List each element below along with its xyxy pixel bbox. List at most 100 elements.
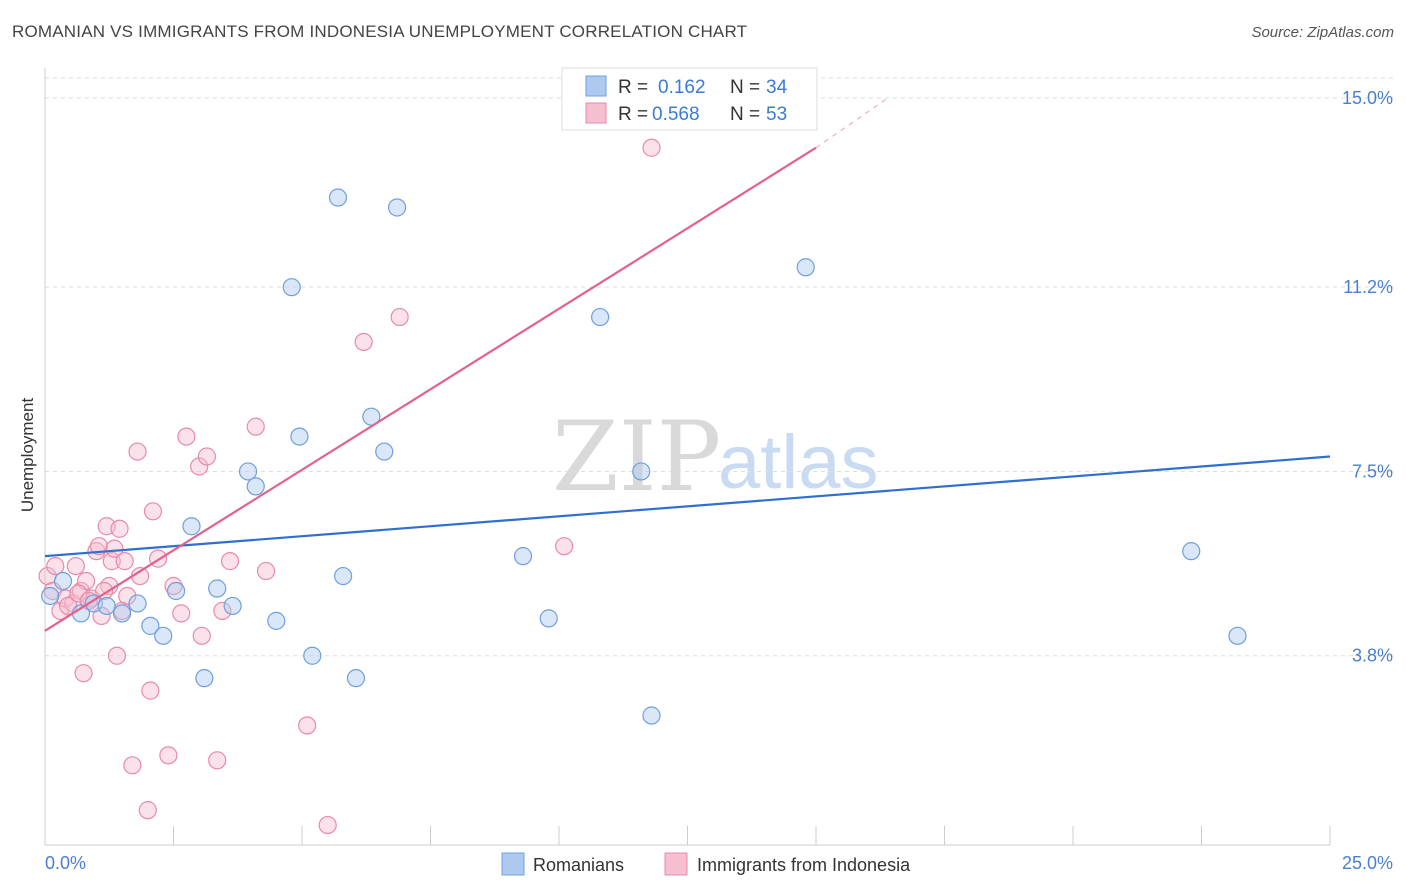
legend-r-label-indonesia: R = [618,104,648,125]
point-indonesia [246,417,265,436]
trend-line-indonesia-extension [815,97,889,149]
bottom-legend: Romanians Immigrants from Indonesia [501,852,911,876]
point-indonesia [141,681,160,700]
axis-layer: 3.8% 7.5% 11.2% 15.0% 0.0% 25.0% [44,68,1393,873]
point-indonesia [69,584,88,603]
y-tick-label: 11.2% [1343,277,1393,297]
trend-line-indonesia [44,146,817,632]
point-indonesia [159,746,178,765]
point-romanians [1228,626,1247,645]
watermark-atlas: atlas [718,420,879,505]
point-indonesia [192,626,211,645]
point-indonesia [190,457,209,476]
point-romanians [182,517,201,536]
point-romanians [387,198,407,217]
point-romanians [334,566,353,586]
point-romanians [41,586,60,606]
point-indonesia [110,519,129,538]
point-romanians [246,477,265,496]
point-indonesia [354,332,373,352]
legend-r-label-romanians: R = [618,77,648,98]
point-romanians [267,611,286,630]
point-indonesia [220,552,240,571]
trend-layer [44,97,1331,632]
bottom-legend-label-romanians: Romanians [533,855,624,875]
point-romanians [346,669,366,688]
legend-r-value-indonesia: 0.568 [652,104,700,125]
y-tick-label: 3.8% [1352,646,1393,666]
grid-layer [45,77,1395,657]
bottom-legend-swatch-romanians [501,852,525,876]
point-indonesia [123,756,142,775]
point-indonesia [66,556,85,576]
point-romanians [282,278,301,297]
point-indonesia [177,427,196,446]
point-indonesia [89,537,109,556]
point-romanians [112,604,132,623]
point-indonesia [164,576,183,596]
watermark: ZIP atlas [552,401,879,513]
point-indonesia [172,604,191,623]
point-indonesia [213,601,232,621]
legend-swatch-indonesia [585,102,607,124]
watermark-zip: ZIP [552,401,721,513]
legend-r-value-romanians: 0.162 [658,77,706,98]
legend-n-label-romanians: N = [730,77,760,98]
y-tick-label: 7.5% [1352,461,1393,481]
point-indonesia [390,307,409,327]
point-romanians [290,427,309,446]
point-romanians [303,646,322,665]
legend-n-label-indonesia: N = [730,104,760,125]
point-romanians [208,579,227,598]
point-romanians [1182,542,1201,561]
point-indonesia [74,664,93,683]
point-indonesia [298,716,317,735]
point-romanians [796,258,815,277]
point-romanians [591,307,610,327]
point-indonesia [107,646,127,665]
point-romanians [195,669,214,688]
legend-swatch-romanians [585,75,607,97]
point-romanians [513,547,533,566]
point-indonesia [256,561,276,581]
x-tick-label-max: 25.0% [1342,853,1393,873]
point-romanians [154,626,173,645]
x-tick-label-min: 0.0% [45,853,86,873]
point-romanians [223,596,242,616]
points-layer [38,103,1247,835]
point-romanians [53,571,73,591]
top-legend: R = 0.162 N = 34 R = 0.568 N = 53 [561,67,818,131]
point-romanians [141,616,160,635]
point-indonesia [128,442,147,461]
point-indonesia [105,539,124,558]
point-indonesia [197,447,217,466]
legend-n-value-romanians: 34 [766,77,788,98]
point-indonesia [115,552,134,571]
point-romanians [328,188,348,207]
trend-line-romanians [44,455,1331,558]
point-indonesia [143,502,163,521]
point-indonesia [318,815,337,835]
point-indonesia [138,801,157,820]
point-romanians [238,462,258,481]
bottom-legend-label-indonesia: Immigrants from Indonesia [697,855,911,875]
point-romanians [642,706,661,725]
legend-n-value-indonesia: 53 [766,104,787,125]
point-indonesia [71,581,91,601]
point-indonesia [46,556,65,576]
source-label: Source: ZipAtlas.com [1251,24,1394,41]
point-romanians [128,594,147,613]
point-romanians [97,596,116,616]
bottom-legend-swatch-indonesia [664,852,688,876]
point-romanians [632,462,651,481]
point-romanians [166,581,186,601]
point-indonesia [208,751,227,770]
point-romanians [539,609,558,628]
point-romanians [375,442,394,461]
y-tick-label: 15.0% [1342,88,1393,108]
point-indonesia [555,537,574,556]
point-indonesia [642,138,661,157]
chart-title: ROMANIAN VS IMMIGRANTS FROM INDONESIA UN… [12,22,748,41]
